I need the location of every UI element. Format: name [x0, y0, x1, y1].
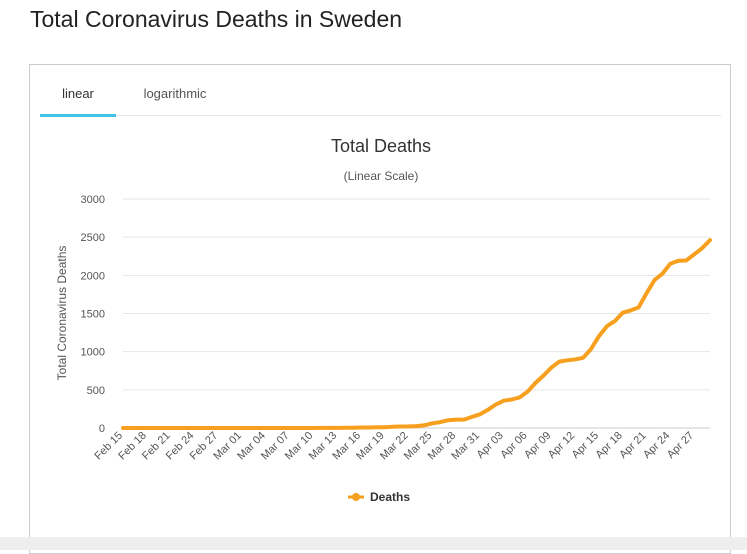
data-point[interactable]	[676, 259, 680, 263]
data-point[interactable]	[169, 426, 173, 430]
data-point[interactable]	[534, 381, 538, 385]
data-point[interactable]	[208, 426, 212, 430]
data-point[interactable]	[248, 426, 252, 430]
data-point[interactable]	[573, 357, 577, 361]
data-point[interactable]	[565, 358, 569, 362]
data-point[interactable]	[684, 259, 688, 263]
data-point[interactable]	[375, 425, 379, 429]
data-point[interactable]	[129, 426, 133, 430]
data-point[interactable]	[597, 334, 601, 338]
data-point[interactable]	[311, 426, 315, 430]
active-tab-indicator	[40, 114, 116, 117]
data-point[interactable]	[692, 252, 696, 256]
deaths-chart: Total Deaths (Linear Scale) Total Corona…	[55, 136, 712, 504]
legend-marker	[352, 493, 360, 501]
y-tick-label: 3000	[81, 194, 105, 206]
scale-tabs: linear logarithmic	[40, 65, 721, 117]
data-point[interactable]	[700, 246, 704, 250]
y-axis-title: Total Coronavirus Deaths	[55, 246, 69, 381]
y-tick-label: 500	[87, 385, 105, 397]
data-point[interactable]	[383, 425, 387, 429]
data-point[interactable]	[296, 426, 300, 430]
data-point[interactable]	[232, 426, 236, 430]
data-point[interactable]	[637, 305, 641, 309]
data-point[interactable]	[185, 426, 189, 430]
series-line-deaths	[121, 238, 712, 430]
chart-subtitle: (Linear Scale)	[344, 169, 419, 183]
data-point[interactable]	[462, 418, 466, 422]
data-point[interactable]	[256, 426, 260, 430]
data-point[interactable]	[541, 374, 545, 378]
data-point[interactable]	[438, 420, 442, 424]
data-point[interactable]	[549, 366, 553, 370]
data-point[interactable]	[137, 426, 141, 430]
data-point[interactable]	[653, 278, 657, 282]
tab-logarithmic[interactable]: logarithmic	[143, 86, 207, 101]
data-point[interactable]	[430, 421, 434, 425]
chart-panel: linear logarithmic	[29, 64, 731, 554]
data-point[interactable]	[645, 291, 649, 295]
y-tick-label: 0	[99, 423, 105, 435]
data-point[interactable]	[391, 425, 395, 429]
data-point[interactable]	[153, 426, 157, 430]
data-point[interactable]	[494, 403, 498, 407]
data-point[interactable]	[708, 238, 712, 242]
page-footer-strip	[0, 537, 747, 550]
data-point[interactable]	[343, 426, 347, 430]
data-point[interactable]	[478, 412, 482, 416]
data-point[interactable]	[415, 424, 419, 428]
data-point[interactable]	[367, 426, 371, 430]
data-point[interactable]	[303, 426, 307, 430]
data-point[interactable]	[629, 308, 633, 312]
data-point[interactable]	[621, 311, 625, 315]
data-point[interactable]	[288, 426, 292, 430]
data-point[interactable]	[280, 426, 284, 430]
legend-label: Deaths	[370, 490, 410, 504]
data-point[interactable]	[660, 272, 664, 276]
data-point[interactable]	[240, 426, 244, 430]
data-point[interactable]	[407, 424, 411, 428]
y-tick-label: 2000	[81, 270, 105, 282]
data-point[interactable]	[470, 415, 474, 419]
legend[interactable]: Deaths	[348, 490, 410, 504]
data-point[interactable]	[121, 426, 125, 430]
data-point[interactable]	[668, 262, 672, 266]
data-point[interactable]	[502, 399, 506, 403]
data-point[interactable]	[264, 426, 268, 430]
data-point[interactable]	[145, 426, 149, 430]
y-tick-label: 2500	[81, 232, 105, 244]
y-tick-label: 1500	[81, 309, 105, 321]
data-point[interactable]	[351, 426, 355, 430]
page-title: Total Coronavirus Deaths in Sweden	[30, 6, 403, 32]
data-point[interactable]	[454, 418, 458, 422]
data-point[interactable]	[216, 426, 220, 430]
tab-linear[interactable]: linear	[62, 86, 94, 101]
data-point[interactable]	[589, 347, 593, 351]
data-point[interactable]	[359, 426, 363, 430]
data-point[interactable]	[399, 425, 403, 429]
data-point[interactable]	[319, 426, 323, 430]
data-point[interactable]	[272, 426, 276, 430]
data-point[interactable]	[486, 408, 490, 412]
data-point[interactable]	[192, 426, 196, 430]
data-point[interactable]	[177, 426, 181, 430]
data-point[interactable]	[327, 426, 331, 430]
x-tick-label: Apr 27	[665, 430, 696, 461]
data-point[interactable]	[224, 426, 228, 430]
data-point[interactable]	[200, 426, 204, 430]
data-point[interactable]	[557, 360, 561, 364]
y-tick-label: 1000	[81, 347, 105, 359]
data-point[interactable]	[161, 426, 165, 430]
data-point[interactable]	[518, 395, 522, 399]
data-point[interactable]	[510, 398, 514, 402]
data-point[interactable]	[335, 426, 339, 430]
chart-title: Total Deaths	[331, 136, 431, 156]
data-point[interactable]	[446, 418, 450, 422]
data-point[interactable]	[526, 390, 530, 394]
data-point[interactable]	[581, 356, 585, 360]
data-point[interactable]	[605, 324, 609, 328]
data-point[interactable]	[422, 423, 426, 427]
data-point[interactable]	[613, 319, 617, 323]
